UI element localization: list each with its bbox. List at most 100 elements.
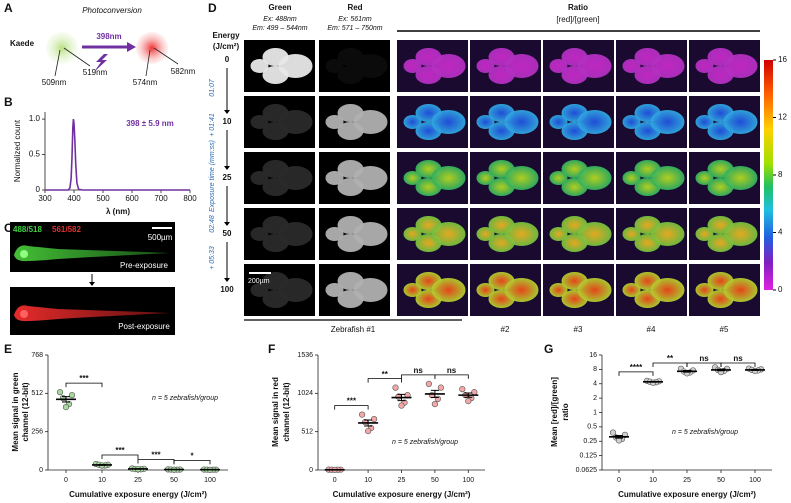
panel-label: C <box>4 221 13 235</box>
brain-region <box>278 222 313 246</box>
significance-label: *** <box>347 397 357 406</box>
pointer <box>63 47 91 67</box>
y-axis-label: ratio <box>561 403 570 420</box>
x-tick-label: 10 <box>98 477 106 484</box>
y-tick-label: 0.5 <box>587 424 597 431</box>
significance-label: *** <box>115 446 125 455</box>
brain-region <box>650 166 685 190</box>
arrow-head <box>127 42 136 52</box>
data-point <box>398 402 405 409</box>
brain-region <box>650 110 685 134</box>
x-tick-label: 0 <box>617 477 621 484</box>
brain-region <box>695 283 714 297</box>
channel-label: 561/582 <box>52 225 81 234</box>
data-point <box>392 384 399 391</box>
panel-label: E <box>4 342 12 356</box>
data-point <box>68 392 76 399</box>
fish-eye <box>20 310 28 318</box>
exposure-time: 02:48 <box>209 215 216 233</box>
significance-bracket <box>367 378 402 383</box>
error-bar <box>751 368 759 371</box>
x-tick-label: 600 <box>125 194 139 203</box>
data-point <box>609 429 617 436</box>
x-tick-label: 25 <box>398 477 406 484</box>
arrow-head <box>224 110 230 114</box>
annotation: n = 5 zebrafish/group <box>672 429 738 436</box>
brain-region <box>577 110 612 134</box>
significance-label: *** <box>79 374 89 383</box>
brain-region <box>723 166 758 190</box>
brain-region <box>325 115 344 129</box>
exposure-label: Exposure time (mm:ss) <box>209 140 216 212</box>
brain-region <box>504 54 539 78</box>
y-tick-label: 16 <box>589 352 597 359</box>
error-bar <box>464 392 473 398</box>
brain-region <box>577 166 612 190</box>
light-label: 398nm <box>96 32 121 41</box>
y-axis-label: Normalized count <box>13 119 22 182</box>
brain-region <box>403 283 422 297</box>
brain-region <box>278 278 313 302</box>
brain-region <box>577 278 612 302</box>
significance-label: ns <box>447 366 457 375</box>
error-bar <box>615 434 623 439</box>
data-point <box>649 379 657 386</box>
panel-title: Photoconversion <box>82 6 142 15</box>
pointer <box>145 49 151 77</box>
brain-region <box>431 278 466 302</box>
y-axis-label: channel (12-bit) <box>282 382 291 441</box>
exposure-time: + 05:33 <box>209 246 216 270</box>
column-subtitle: Ex: 488nm <box>263 16 297 23</box>
column-title: Green <box>268 3 291 12</box>
brain-region <box>622 115 641 129</box>
axes <box>47 355 228 471</box>
y-tick-label: 0 <box>39 467 43 474</box>
y-axis-label: Mean signal in green <box>11 372 20 451</box>
y-tick-label: 0 <box>36 185 41 194</box>
wavelength-label: 582nm <box>171 67 196 76</box>
column-subtitle: Ex: 561nm <box>338 16 372 23</box>
y-tick-label: 1024 <box>297 390 313 397</box>
y-tick-label: 2 <box>593 395 597 402</box>
fish-label: #3 <box>574 325 583 334</box>
brain-region <box>250 171 269 185</box>
x-tick-label: 10 <box>364 477 372 484</box>
energy-title: Energy <box>212 31 240 40</box>
fish-eye <box>20 250 28 258</box>
error-bar <box>683 369 691 373</box>
pointer <box>54 49 61 77</box>
axes <box>317 355 485 471</box>
brain-region <box>353 222 388 246</box>
y-axis-label: Mean signal in red <box>271 377 280 447</box>
error-bar <box>649 380 657 383</box>
brain-region <box>504 278 539 302</box>
brain-region <box>476 227 495 241</box>
x-tick-label: 50 <box>170 477 178 484</box>
brain-region <box>250 115 269 129</box>
brain-region <box>278 54 313 78</box>
panel-label: A <box>4 1 13 15</box>
brain-region <box>403 227 422 241</box>
significance-label: **** <box>630 363 643 372</box>
significance-bracket <box>401 374 436 379</box>
y-tick-label: 0.5 <box>29 150 41 159</box>
fish <box>14 245 170 262</box>
brain-region <box>723 222 758 246</box>
x-tick-label: 700 <box>154 194 168 203</box>
brain-region <box>278 166 313 190</box>
x-tick-label: 0 <box>64 477 68 484</box>
column-title: Red <box>347 3 362 12</box>
brain-region <box>549 115 568 129</box>
data-point <box>56 389 64 396</box>
y-tick-label: 0.25 <box>583 438 597 445</box>
brain-region <box>650 222 685 246</box>
red-protein <box>136 32 168 64</box>
y-tick-label: 1.0 <box>29 114 41 123</box>
panel-label: D <box>208 1 217 15</box>
spectrum-line <box>45 118 190 191</box>
brain-region <box>504 166 539 190</box>
energy-label: 25 <box>223 173 232 182</box>
y-axis-label: channel (12-bit) <box>21 382 30 441</box>
error-bar <box>430 389 439 399</box>
exposure-time: + 01:41 <box>209 113 216 137</box>
